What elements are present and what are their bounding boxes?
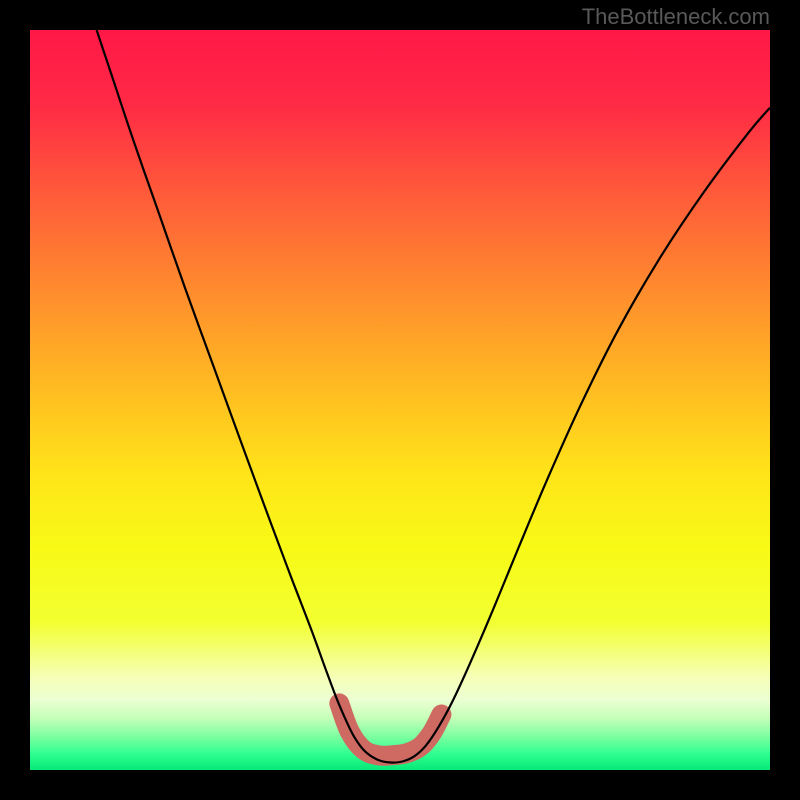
- plot-area: [30, 30, 770, 770]
- bottleneck-curve: [30, 30, 770, 770]
- watermark-text: TheBottleneck.com: [582, 4, 770, 30]
- chart-stage: TheBottleneck.com: [0, 0, 800, 800]
